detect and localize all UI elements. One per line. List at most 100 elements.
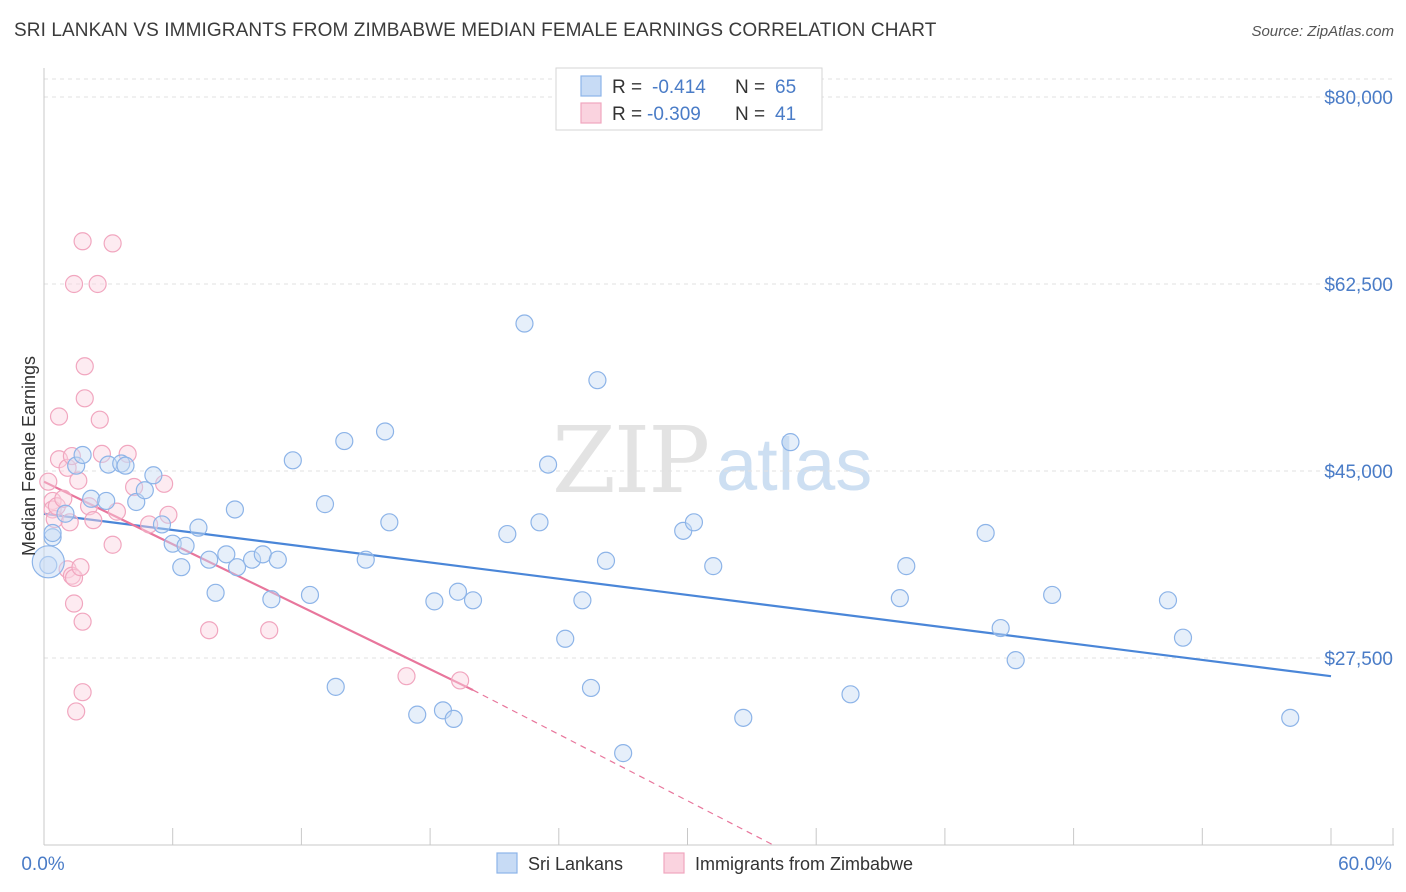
legend-swatch-zimbabwe <box>580 102 602 124</box>
srilankans-point-36 <box>408 705 427 724</box>
srilankans-point-30 <box>315 495 335 514</box>
srilankans-point-53 <box>684 513 704 532</box>
x-tick-label-max: 60.0% <box>1338 854 1392 875</box>
zimbabwe-point-23 <box>64 274 84 294</box>
srilankans-point-58 <box>890 589 909 608</box>
srilankans-point-14 <box>152 515 172 534</box>
srilankans-point-26 <box>262 590 281 609</box>
srilankans-point-24 <box>242 550 262 569</box>
srilankans-point-4 <box>67 456 86 475</box>
srilankans-point-18 <box>189 518 208 537</box>
srilankans-point-5 <box>73 445 92 465</box>
srilankans-point-54 <box>704 557 723 576</box>
srilankans-point-27 <box>268 550 287 569</box>
srilankans-point-46 <box>556 629 575 648</box>
srilankans-point-21 <box>217 545 236 564</box>
legend-n-value-srilankans: 65 <box>775 77 796 98</box>
zimbabwe-point-39 <box>397 667 416 686</box>
srilankans-point-33 <box>356 550 375 569</box>
srilankans-point-6 <box>82 489 101 508</box>
trend-line-zimbabwe-extension <box>472 689 774 846</box>
legend-box: R = -0.414 N = 65 R = -0.309 N = 41 <box>555 67 823 131</box>
bottom-legend-label-zimbabwe: Immigrants from Zimbabwe <box>695 854 913 874</box>
zimbabwe-point-6 <box>49 407 69 426</box>
srilankans-point-55 <box>734 708 753 727</box>
srilankans-point-16 <box>172 558 191 577</box>
srilankans-point-43 <box>515 314 534 333</box>
srilankans-point-57 <box>841 685 860 704</box>
srilankans-point-2 <box>43 523 62 543</box>
srilankans-point-35 <box>380 513 399 532</box>
srilankans-point-40 <box>448 582 468 601</box>
y-tick-labels: $27,500 $45,000 $62,500 $80,000 <box>1324 88 1393 670</box>
zimbabwe-point-29 <box>103 535 122 554</box>
points-zimbabwe <box>39 232 470 721</box>
watermark-atlas: atlas <box>716 423 872 506</box>
legend-n-label-srilankans: N = <box>735 77 765 98</box>
srilankans-point-62 <box>1006 651 1025 670</box>
y-tick-label-3: $80,000 <box>1324 88 1393 109</box>
srilankans-point-7 <box>97 491 116 511</box>
zimbabwe-point-40 <box>451 671 470 690</box>
legend-r-label-zimbabwe: R = <box>612 104 642 125</box>
srilankans-point-65 <box>1173 628 1193 647</box>
zimbabwe-point-14 <box>64 568 84 587</box>
bottom-legend-swatch-srilankans <box>496 852 518 874</box>
srilankans-point-3 <box>56 504 75 523</box>
srilankans-point-29 <box>300 585 320 605</box>
legend-r-label-srilankans: R = <box>612 77 642 98</box>
trend-lines <box>43 480 1332 846</box>
srilankans-point-39 <box>444 709 463 729</box>
zimbabwe-point-33 <box>124 477 144 497</box>
zimbabwe-point-18 <box>73 683 92 702</box>
zimbabwe-point-32 <box>118 444 137 464</box>
srilankans-point-37 <box>425 592 444 611</box>
zimbabwe-point-15 <box>67 702 86 721</box>
bottom-legend-swatch-zimbabwe <box>663 852 685 874</box>
srilankans-point-63 <box>1043 585 1062 605</box>
legend-swatch-srilankans <box>580 75 602 97</box>
srilankans-point-51 <box>614 744 633 763</box>
trend-line-zimbabwe <box>43 480 474 692</box>
srilankans-point-1 <box>43 528 62 547</box>
srilankans-point-23 <box>227 558 247 577</box>
zimbabwe-point-16 <box>69 471 88 490</box>
x-tick-label-min: 0.0% <box>21 854 64 875</box>
srilankans-point-61 <box>991 618 1010 638</box>
srilankans-point-42 <box>498 524 517 544</box>
srilankans-point-59 <box>897 557 916 576</box>
srilankans-point-large <box>31 545 65 579</box>
x-ticks <box>43 828 1394 845</box>
y-tick-label-1: $45,000 <box>1324 462 1393 483</box>
srilankans-point-13 <box>144 466 163 485</box>
srilankans-point-48 <box>581 678 601 698</box>
zimbabwe-point-28 <box>92 444 112 464</box>
srilankans-point-17 <box>176 536 195 555</box>
srilankans-point-41 <box>463 591 483 610</box>
legend-n-value-zimbabwe: 41 <box>775 104 796 125</box>
bottom-legend-label-srilankans: Sri Lankans <box>528 854 623 874</box>
srilankans-point-34 <box>375 422 395 441</box>
zimbabwe-point-27 <box>90 410 109 429</box>
srilankans-point-44 <box>530 513 549 532</box>
srilankans-point-32 <box>335 431 354 451</box>
legend-r-value-srilankans: -0.414 <box>652 77 706 98</box>
srilankans-point-60 <box>976 523 995 543</box>
srilankans-point-22 <box>225 500 245 519</box>
srilankans-point-64 <box>1158 591 1178 610</box>
zimbabwe-point-17 <box>71 558 90 577</box>
zimbabwe-point-25 <box>79 497 99 516</box>
axes <box>43 68 1394 846</box>
srilankans-point-19 <box>200 550 219 569</box>
srilankans-point-66 <box>1281 708 1300 727</box>
srilankans-point-31 <box>326 677 345 696</box>
zimbabwe-point-36 <box>159 505 178 524</box>
srilankans-point-12 <box>135 481 154 500</box>
trend-line-srilankans <box>43 512 1332 678</box>
zimbabwe-point-19 <box>73 612 92 631</box>
srilankans-point-10 <box>116 456 135 475</box>
chart-title: SRI LANKAN VS IMMIGRANTS FROM ZIMBABWE M… <box>14 20 937 41</box>
zimbabwe-point-37 <box>200 621 219 640</box>
y-tick-label-0: $27,500 <box>1324 649 1393 670</box>
